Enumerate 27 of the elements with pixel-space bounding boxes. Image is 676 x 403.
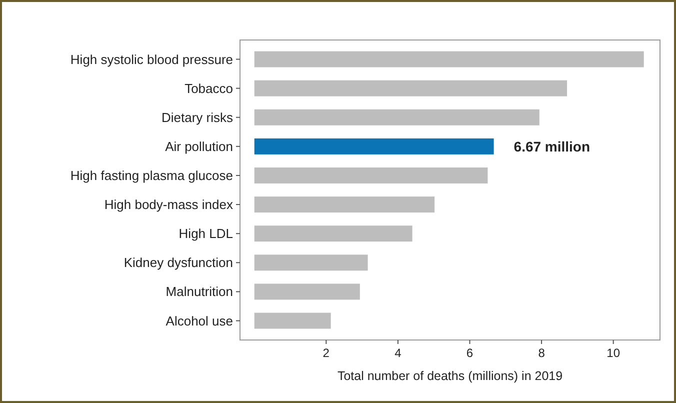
data-label: 6.67 million xyxy=(514,138,590,154)
x-axis-title: Total number of deaths (millions) in 2019 xyxy=(337,369,563,383)
y-tick-label: Malnutrition xyxy=(166,284,233,300)
y-tick-label: High fasting plasma glucose xyxy=(70,168,233,184)
x-tick-label: 6 xyxy=(466,346,474,360)
y-tick-label: Dietary risks xyxy=(161,110,234,125)
bar xyxy=(254,167,488,184)
bar xyxy=(254,51,644,68)
y-tick-label: High LDL xyxy=(178,226,233,242)
x-tick-label: 2 xyxy=(322,346,330,360)
bar xyxy=(254,138,494,154)
y-tick-label: Tobacco xyxy=(184,80,233,96)
y-tick-label: Kidney dysfunction xyxy=(124,255,233,270)
y-tick-label: High systolic blood pressure xyxy=(70,52,233,67)
y-tick-label: High body-mass index xyxy=(104,197,234,212)
bar xyxy=(254,109,540,126)
x-tick-label: 8 xyxy=(538,346,546,360)
y-tick-label: Alcohol use xyxy=(166,313,233,328)
x-tick-label: 10 xyxy=(606,346,620,360)
bar xyxy=(254,226,412,242)
x-tick-label: 4 xyxy=(394,346,402,360)
bar xyxy=(254,312,331,329)
bar xyxy=(254,80,568,96)
y-tick-label: Air pollution xyxy=(165,138,233,154)
bar xyxy=(254,284,360,300)
bar xyxy=(254,254,368,271)
bar xyxy=(254,196,435,213)
